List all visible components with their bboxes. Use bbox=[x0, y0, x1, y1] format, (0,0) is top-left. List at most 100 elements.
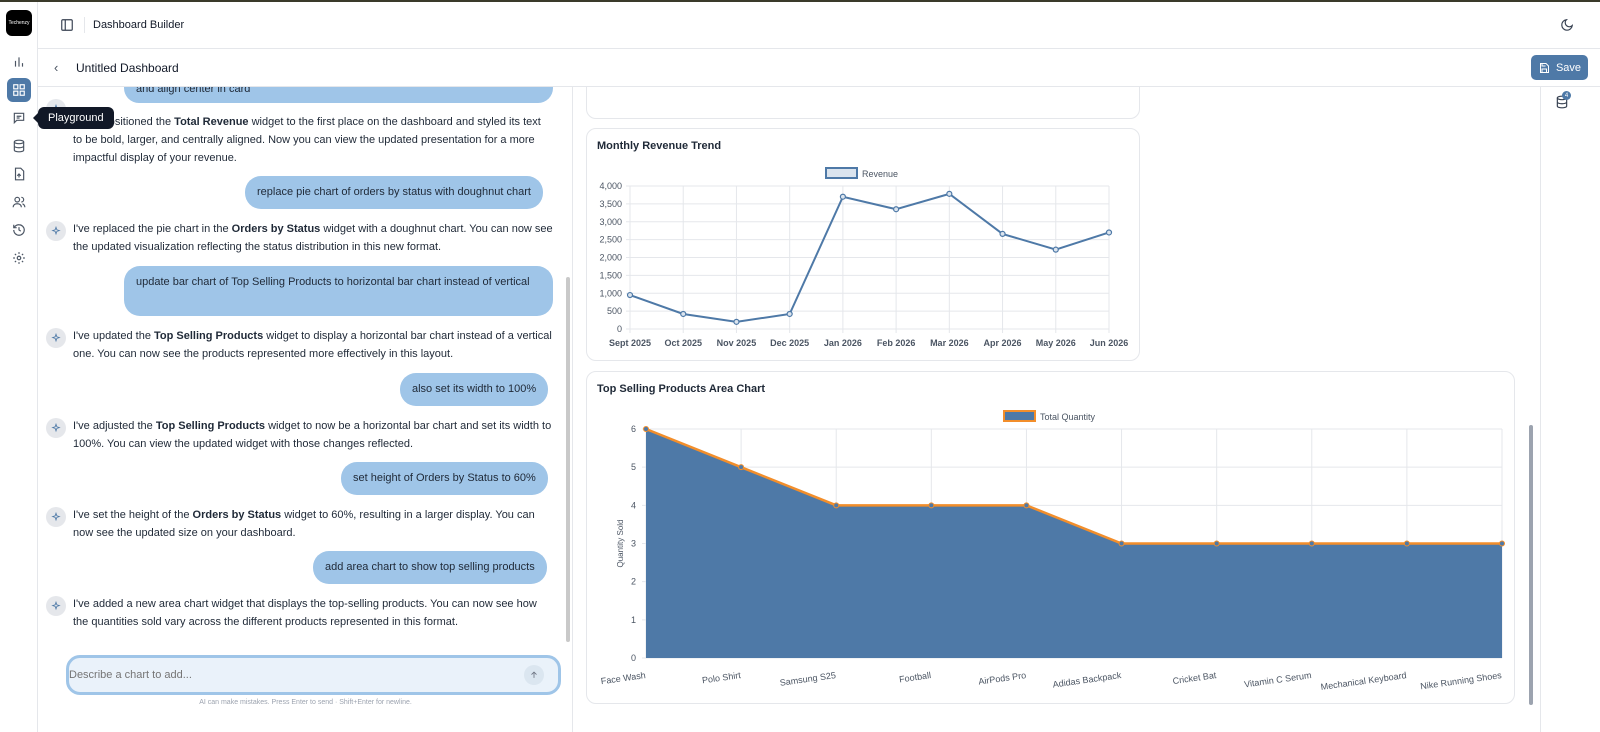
orders-by-status-card[interactable] bbox=[586, 87, 1140, 119]
area-chart: 0 1 2 3 4 5 6 Face Wash Polo Shirt Samsung S25 Foo… bbox=[600, 410, 1505, 692]
moon-icon[interactable] bbox=[1560, 18, 1574, 32]
input-hint: AI can make mistakes. Press Enter to sen… bbox=[199, 699, 412, 706]
canvas-scrollbar[interactable] bbox=[1529, 425, 1533, 705]
back-chevron-icon[interactable]: ‹ bbox=[54, 60, 59, 75]
top-selling-area-card[interactable]: Top Selling Products Area Chart 0 1 2 3 4 5 6 F… bbox=[586, 371, 1515, 704]
data-point bbox=[928, 502, 935, 509]
y-tick-label: 3,500 bbox=[599, 199, 622, 209]
send-button[interactable] bbox=[524, 665, 544, 685]
x-tick-label: AirPods Pro bbox=[978, 670, 1027, 687]
data-point bbox=[680, 310, 687, 318]
top-accent-line bbox=[0, 0, 1600, 2]
y-tick-label: 6 bbox=[631, 424, 636, 434]
x-tick-label: Cricket Bat bbox=[1172, 670, 1217, 686]
chat-scrollbar[interactable] bbox=[566, 277, 570, 642]
sparkle-icon bbox=[46, 221, 66, 241]
legend-swatch bbox=[1003, 410, 1036, 422]
data-point bbox=[1308, 540, 1315, 547]
y-tick-label: 2,000 bbox=[599, 253, 622, 263]
y-tick-label: 0 bbox=[631, 653, 636, 663]
chat-input-box bbox=[66, 655, 561, 695]
user-message: set height of Orders by Status to 60% bbox=[341, 462, 548, 495]
save-button[interactable]: Save bbox=[1531, 55, 1588, 80]
x-tick-label: Mechanical Keyboard bbox=[1320, 670, 1407, 692]
playground-tooltip: Playground bbox=[33, 107, 114, 129]
line-chart: 0 500 1,000 1,500 2,000 2,500 3,000 3,500 4,000 S… bbox=[599, 167, 1128, 348]
user-message: and align center in card bbox=[124, 87, 553, 103]
sparkle-icon bbox=[46, 507, 66, 527]
series-line bbox=[645, 427, 1502, 545]
doughnut-chart bbox=[587, 87, 1141, 120]
database-icon[interactable] bbox=[7, 134, 31, 158]
users-icon[interactable] bbox=[7, 190, 31, 214]
series-area bbox=[646, 429, 1502, 658]
x-tick-label: Dec 2025 bbox=[770, 338, 809, 348]
app-title: Dashboard Builder bbox=[93, 19, 185, 31]
x-tick-label: Apr 2026 bbox=[984, 338, 1022, 348]
user-message: add area chart to show top selling produ… bbox=[313, 551, 547, 584]
history-icon[interactable] bbox=[7, 218, 31, 242]
x-tick-label: Adidas Backpack bbox=[1052, 670, 1122, 690]
y-tick-label: 0 bbox=[617, 324, 622, 334]
y-tick-label: 5 bbox=[631, 462, 636, 472]
data-point bbox=[643, 426, 649, 432]
arrow-up-icon bbox=[531, 671, 537, 678]
y-tick-label: 1,000 bbox=[599, 288, 622, 298]
app-header: Dashboard Builder bbox=[38, 2, 1600, 49]
user-message: update bar chart of Top Selling Products… bbox=[124, 266, 553, 316]
data-source-count-badge: 4 bbox=[1562, 91, 1571, 100]
right-panel: 4 bbox=[1540, 87, 1600, 732]
x-tick-label: Oct 2025 bbox=[664, 338, 702, 348]
sparkle-icon bbox=[46, 596, 66, 616]
data-point bbox=[999, 230, 1006, 238]
data-point bbox=[893, 206, 900, 213]
data-point bbox=[1403, 540, 1410, 547]
x-tick-label: Vitamin C Serum bbox=[1243, 670, 1312, 689]
data-point bbox=[839, 193, 846, 200]
y-tick-label: 1 bbox=[631, 615, 636, 625]
data-point bbox=[1023, 502, 1030, 509]
data-point bbox=[833, 502, 840, 509]
legend-label: Revenue bbox=[862, 169, 898, 179]
x-tick-label: Nov 2025 bbox=[717, 338, 757, 348]
x-tick-label: Nike Running Shoes bbox=[1420, 670, 1503, 691]
y-tick-label: 2,500 bbox=[599, 235, 622, 245]
x-tick-label: Polo Shirt bbox=[701, 670, 742, 685]
file-upload-icon[interactable] bbox=[7, 162, 31, 186]
dashboard-header: ‹ Untitled Dashboard Save bbox=[38, 49, 1600, 87]
x-tick-label: Face Wash bbox=[600, 670, 646, 686]
data-point bbox=[733, 318, 740, 325]
settings-icon[interactable] bbox=[7, 246, 31, 270]
data-point bbox=[1105, 229, 1113, 236]
header-divider bbox=[84, 17, 85, 33]
monthly-revenue-card[interactable]: Monthly Revenue Trend 0 500 1,000 1,500 2,00… bbox=[586, 128, 1140, 361]
y-axis-label: Quantity Sold bbox=[616, 519, 625, 567]
y-tick-label: 3,000 bbox=[599, 217, 622, 227]
sparkle-icon bbox=[46, 418, 66, 438]
user-message: replace pie chart of orders by status wi… bbox=[245, 176, 543, 209]
sidebar-toggle-icon[interactable] bbox=[60, 18, 74, 32]
data-point bbox=[626, 291, 634, 299]
message-icon[interactable] bbox=[7, 106, 31, 130]
x-tick-label: Feb 2026 bbox=[877, 338, 916, 348]
legend-label: Total Quantity bbox=[1040, 412, 1096, 422]
dashboard-title[interactable]: Untitled Dashboard bbox=[76, 61, 179, 75]
grid-icon[interactable] bbox=[7, 78, 31, 102]
data-point bbox=[1118, 540, 1125, 547]
bar-chart-icon[interactable] bbox=[7, 50, 31, 74]
data-point bbox=[946, 190, 953, 197]
y-tick-label: 1,500 bbox=[599, 270, 622, 280]
chart-title: Monthly Revenue Trend bbox=[597, 140, 722, 152]
y-tick-label: 4 bbox=[631, 500, 636, 510]
y-tick-label: 500 bbox=[607, 306, 622, 316]
app-logo[interactable]: Techenzy bbox=[6, 10, 32, 36]
y-tick-label: 2 bbox=[631, 577, 636, 587]
chart-title: Top Selling Products Area Chart bbox=[597, 383, 766, 395]
x-tick-label: May 2026 bbox=[1036, 338, 1076, 348]
legend-swatch bbox=[825, 167, 858, 179]
x-tick-label: Football bbox=[899, 670, 932, 684]
user-message: also set its width to 100% bbox=[400, 373, 549, 406]
dashboard-canvas: Monthly Revenue Trend 0 500 1,000 1,500 2,00… bbox=[574, 87, 1540, 732]
chat-input[interactable] bbox=[69, 658, 509, 692]
series-line bbox=[629, 192, 1110, 323]
